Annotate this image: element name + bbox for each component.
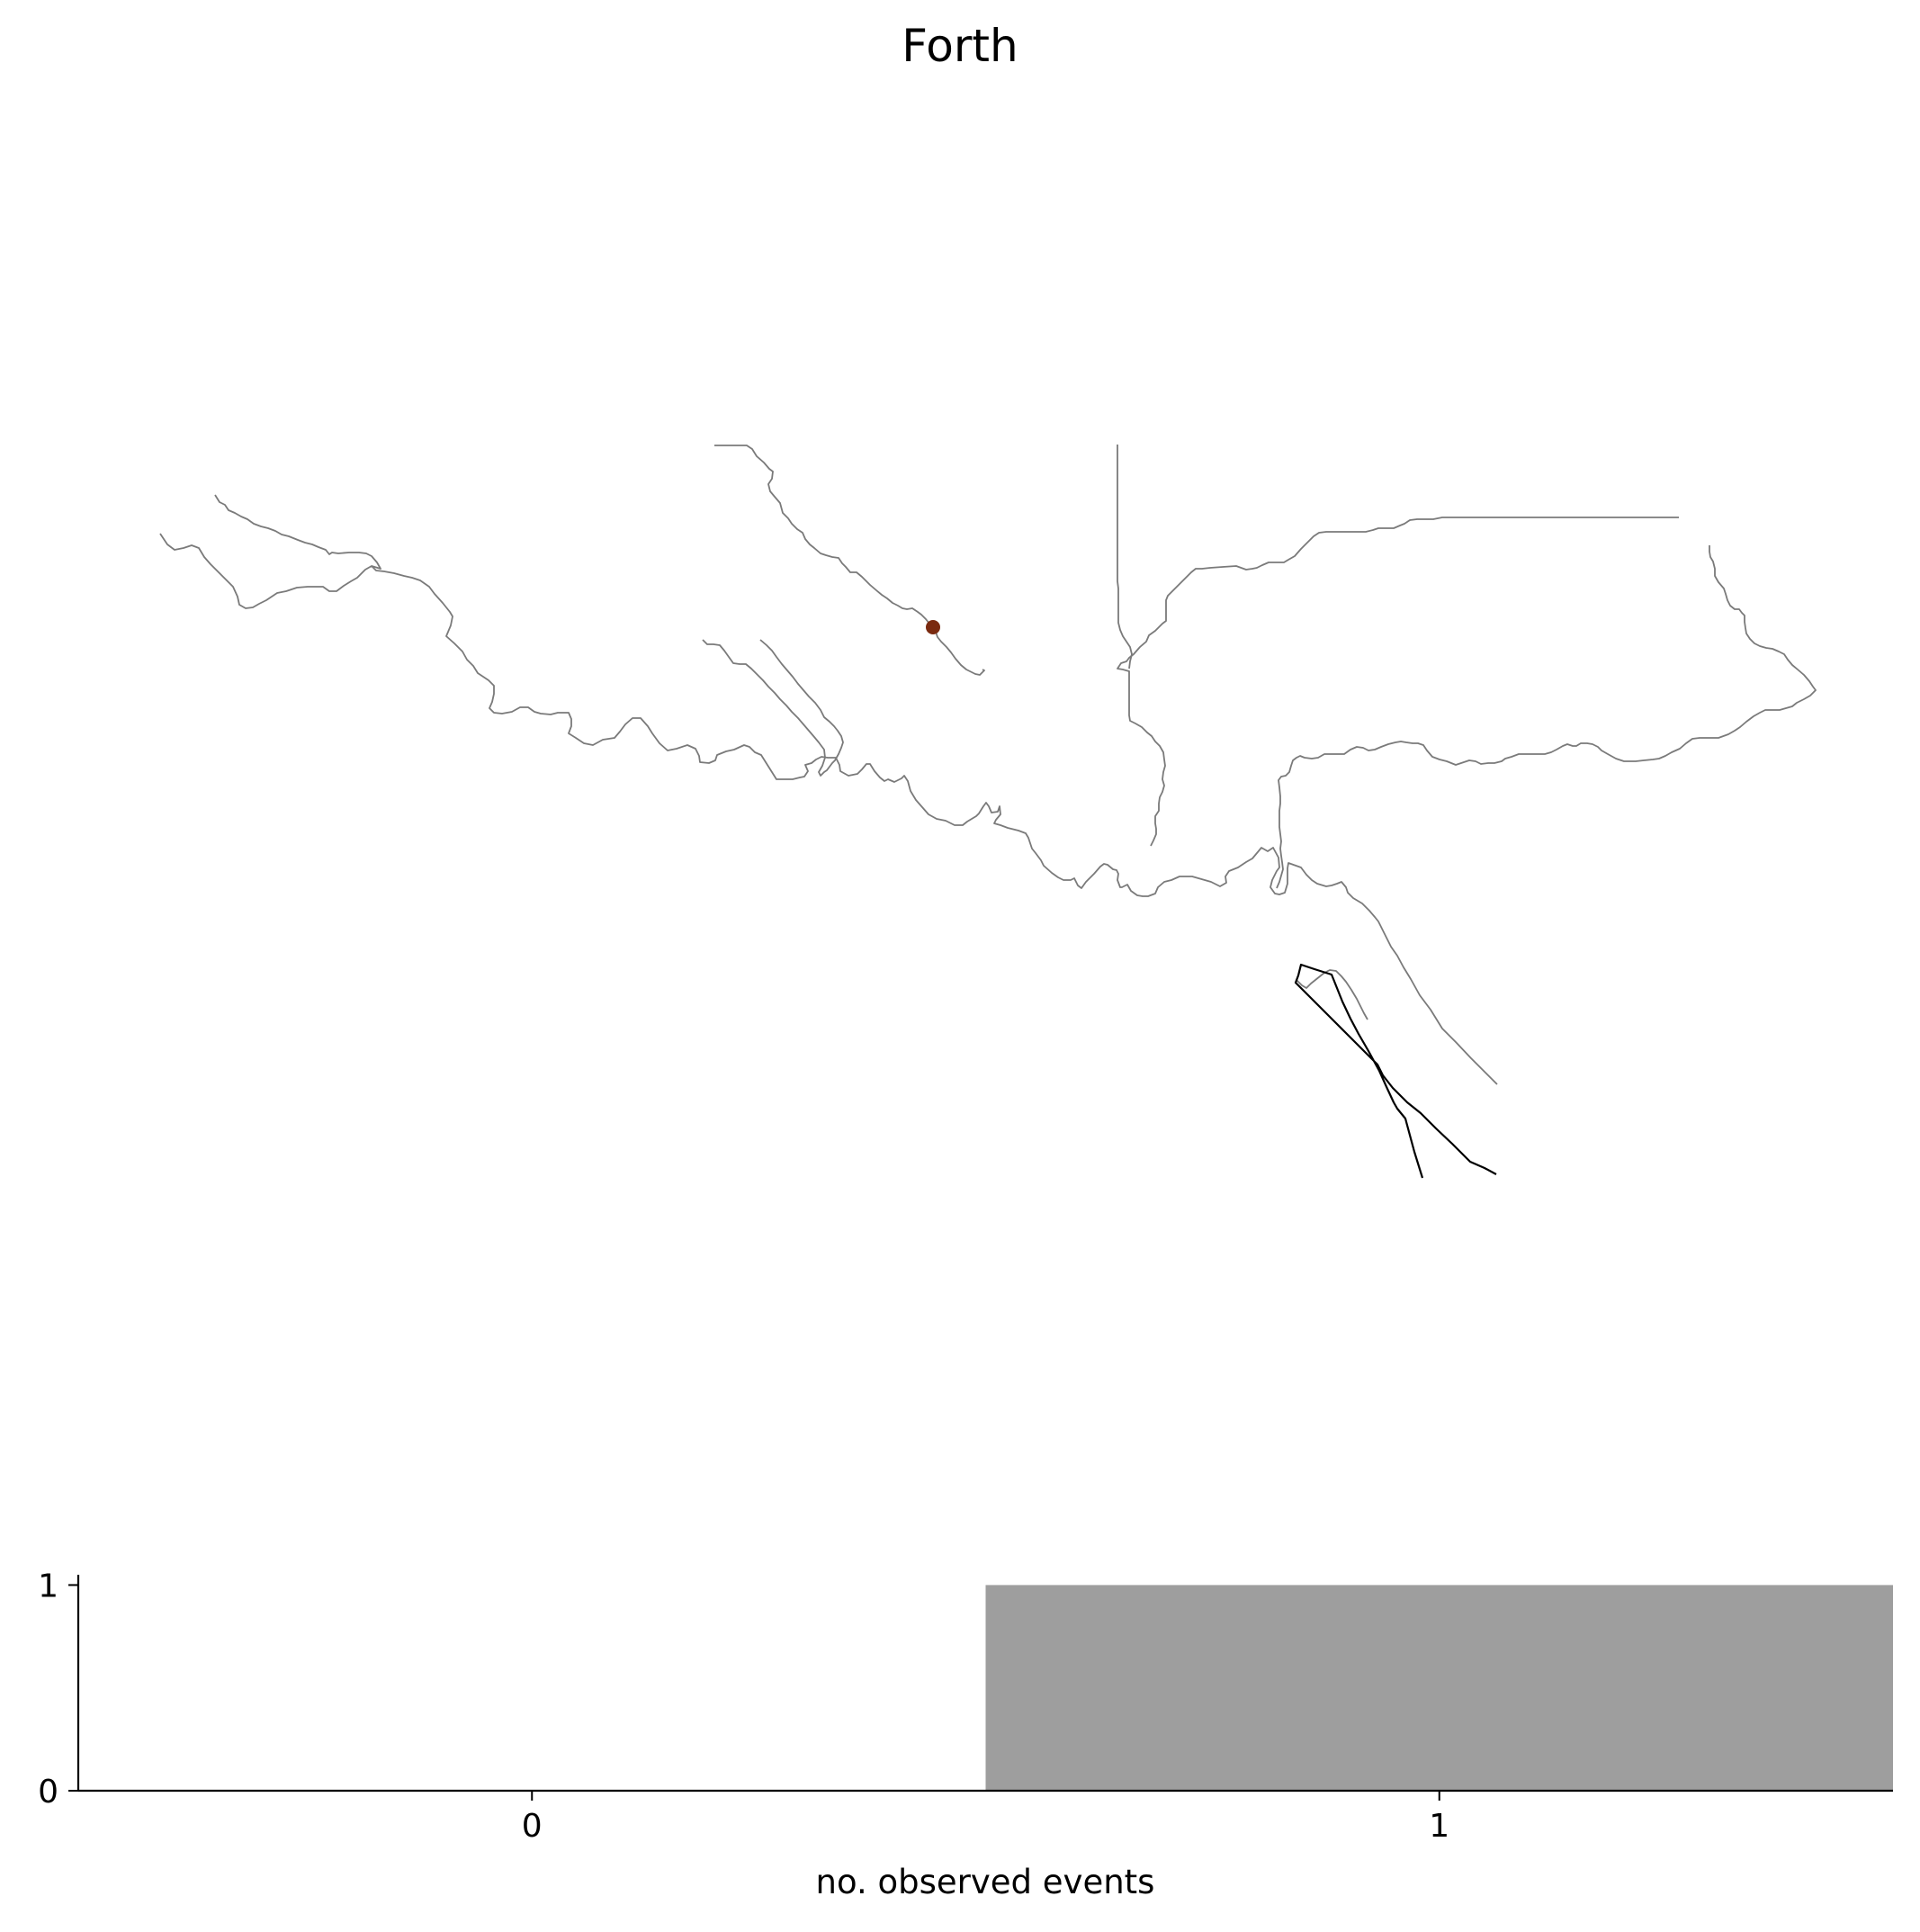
y-ticks-group: 01 bbox=[38, 1568, 78, 1811]
station-marker bbox=[926, 620, 940, 634]
river-upper-tributary bbox=[714, 445, 985, 676]
y-tick-label-0: 0 bbox=[38, 1774, 58, 1811]
map-panel bbox=[159, 445, 1817, 1179]
river-mid-tributary bbox=[702, 639, 844, 777]
river-nw-branch bbox=[214, 494, 381, 570]
x-axis-label: no. observed events bbox=[816, 1863, 1155, 1901]
chart-title: Forth bbox=[902, 20, 1018, 72]
x-tick-label-1: 1 bbox=[1429, 1808, 1449, 1845]
river-north-tributary bbox=[1117, 445, 1133, 669]
estuary-outline bbox=[1294, 963, 1497, 1179]
river-estuary-inner bbox=[1296, 969, 1368, 1020]
river-main bbox=[159, 533, 1498, 1085]
bar-1 bbox=[985, 1585, 1893, 1791]
bars-group bbox=[985, 1585, 1893, 1791]
river-east-tributary bbox=[1276, 545, 1817, 889]
river-north-tributary-upper bbox=[1117, 517, 1679, 847]
y-tick-label-1: 1 bbox=[38, 1568, 58, 1604]
x-tick-label-0: 0 bbox=[522, 1808, 543, 1845]
